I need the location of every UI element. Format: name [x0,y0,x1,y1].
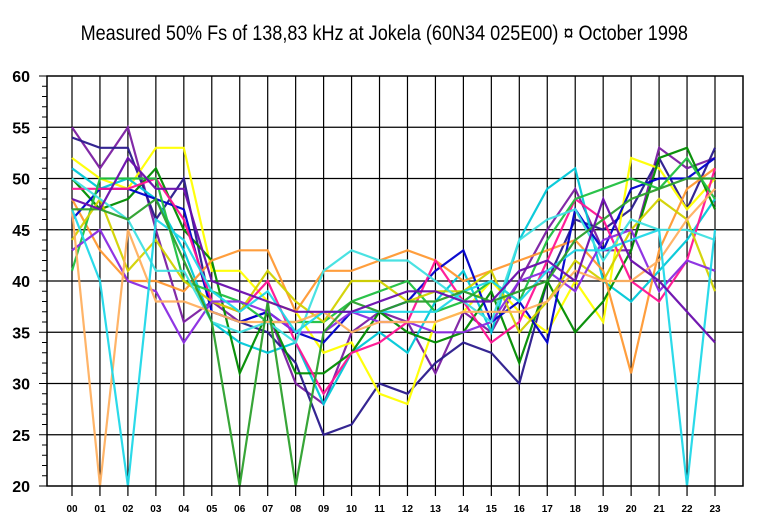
x-tick-label: 19 [598,504,610,515]
x-tick-label: 02 [122,504,134,515]
y-tick-label: 25 [12,428,30,445]
series-line-day-06 [71,167,716,374]
x-tick-label: 21 [654,504,666,515]
y-tick-label: 50 [12,172,30,189]
gridlines [47,76,743,496]
series-line-day-16 [71,156,716,344]
y-tick-label: 55 [12,120,30,137]
x-tick-label: 14 [458,504,470,515]
x-tick-label: 18 [570,504,582,515]
x-tick-label: 15 [486,504,498,515]
y-tick-label: 30 [12,377,30,394]
series-line-day-10 [71,196,717,335]
series-line-day-15 [72,177,715,487]
y-tick-label: 60 [12,69,30,86]
series-line-day-12 [71,177,716,345]
x-tick-label: 00 [66,504,78,515]
x-tick-label: 06 [234,504,246,515]
x-tick-label: 01 [94,504,106,515]
y-tick-label: 20 [12,479,30,496]
x-tick-label: 16 [514,504,526,515]
series-lines [70,124,717,487]
series-line-day-09 [70,156,716,324]
series-line-day-03 [71,146,716,406]
x-tick-label: 20 [626,504,638,515]
x-tick-label: 08 [290,504,302,515]
series-line-day-08 [72,167,717,396]
x-tick-label: 10 [346,504,358,515]
x-tick-label: 11 [374,504,385,515]
x-tick-label: 22 [681,504,693,515]
chart-title: Measured 50% Fs of 138,83 kHz at Jokela … [80,22,688,45]
series-line-day-02 [71,136,717,437]
x-axis: 00 01 02 03 04 05 06 07 08 09 10 11 12 13 14 15 16 17 18 19… [66,504,721,515]
x-tick-label: 05 [206,504,218,515]
series-line-day-14 [70,208,717,487]
x-tick-label: 12 [402,504,414,515]
y-axis: 20 25 30 35 40 45 50 55 60 [12,69,47,496]
series-line-day-01 [71,124,716,406]
x-tick-label: 03 [150,504,162,515]
y-tick-label: 40 [12,274,30,291]
x-tick-label: 09 [318,504,330,515]
y-tick-label: 35 [12,325,30,342]
x-tick-label: 04 [178,504,190,515]
x-tick-label: 07 [262,504,274,515]
x-tick-label: 17 [542,504,554,515]
x-tick-label: 23 [709,504,721,515]
series-line-day-13 [70,188,716,487]
y-tick-label: 45 [12,223,30,240]
x-tick-label: 13 [430,504,442,515]
